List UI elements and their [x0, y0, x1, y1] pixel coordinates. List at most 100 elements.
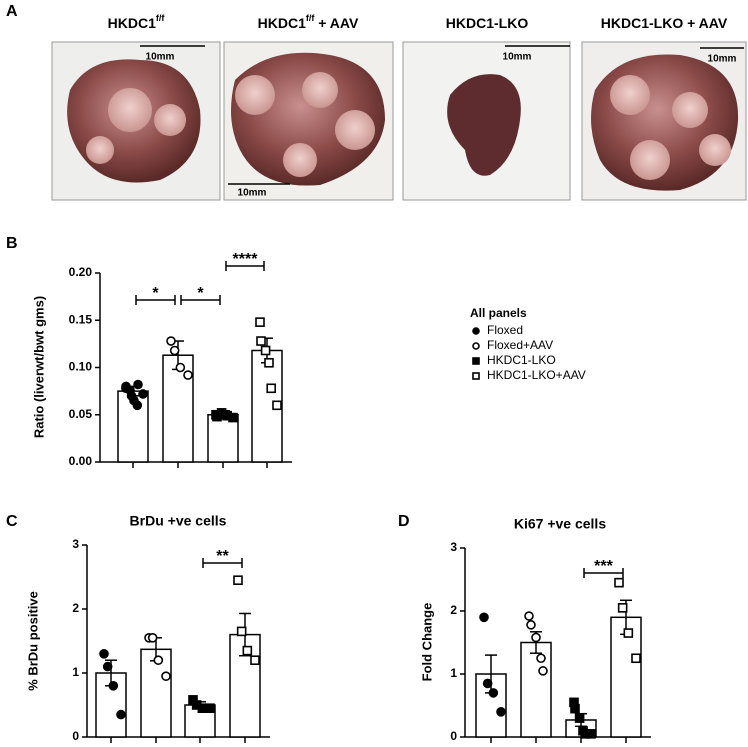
- y-tick-label: 0: [72, 729, 79, 743]
- legend-title: All panels: [470, 306, 527, 320]
- data-point: [169, 345, 180, 356]
- data-point: [260, 345, 271, 356]
- chart-title: Ki67 +ve cells: [514, 516, 606, 532]
- y-axis-label: % BrDu positive: [25, 591, 40, 691]
- data-point: [147, 632, 158, 643]
- title-part: f/f: [156, 13, 165, 23]
- y-tick-label: 0.05: [69, 407, 93, 421]
- data-point: [153, 655, 164, 666]
- data-point: [617, 603, 628, 613]
- data-point: [255, 317, 265, 327]
- title-part: HKDC1-LKO + AAV: [601, 15, 728, 31]
- data-point: [272, 400, 282, 411]
- data-point: [631, 653, 641, 664]
- data-point: [614, 577, 624, 588]
- y-tick-label: 0: [450, 729, 457, 743]
- y-tick-label: 0.10: [69, 360, 93, 374]
- data-point: [242, 645, 253, 656]
- y-tick-label: 2: [72, 601, 79, 615]
- y-tick-label: 1: [450, 666, 457, 680]
- data-point: [233, 575, 243, 586]
- significance-label: *: [197, 285, 204, 302]
- scale-label: 10mm: [503, 52, 532, 63]
- data-point: [133, 379, 143, 390]
- legend-marker: [472, 327, 480, 335]
- y-tick-label: 1: [72, 665, 79, 679]
- panel-label: C: [6, 513, 18, 530]
- data-point: [524, 611, 534, 621]
- bar: [207, 414, 239, 463]
- bar: [162, 354, 194, 463]
- data-point: [264, 357, 274, 368]
- scale-label: 10mm: [146, 52, 175, 63]
- title-part: f/f: [306, 13, 315, 23]
- chart: BrDu +ve cells % BrDu positive 0 1 2 3 **: [25, 513, 270, 743]
- legend-marker: [472, 342, 480, 350]
- y-tick-label: 3: [450, 540, 457, 554]
- data-point: [266, 383, 277, 394]
- title-part: HKDC1-LKO: [446, 15, 529, 31]
- data-point: [138, 389, 148, 399]
- panel-label: B: [6, 235, 18, 252]
- photo: [402, 41, 571, 201]
- photo: [581, 41, 747, 201]
- data-point: [166, 336, 176, 346]
- data-point: [99, 648, 109, 659]
- data-point: [108, 680, 119, 691]
- photo-title: HKDC1-LKO + AAV: [601, 15, 728, 31]
- data-point: [538, 666, 548, 676]
- data-point: [197, 703, 208, 714]
- y-tick-label: 0.15: [69, 312, 93, 326]
- panel-label: D: [398, 513, 410, 530]
- title-part: HKDC1: [108, 15, 156, 31]
- bar: [520, 641, 552, 738]
- chart: Ki67 +ve cells Fold Change 0 1 2 3 ***: [419, 516, 651, 743]
- data-point: [205, 703, 215, 714]
- photo: [223, 41, 394, 201]
- data-point: [479, 612, 489, 623]
- y-tick-label: 0.20: [69, 265, 93, 279]
- data-point: [256, 336, 266, 346]
- panel-label: A: [6, 3, 18, 20]
- scale-label: 10mm: [708, 54, 737, 65]
- data-point: [526, 620, 536, 630]
- data-point: [488, 688, 499, 698]
- y-axis-label: Ratio (liverwt/bwt gms): [31, 296, 46, 438]
- legend-label: HKDC1-LKO+AAV: [487, 368, 586, 382]
- data-point: [586, 729, 596, 739]
- scale-label: 10mm: [238, 188, 267, 199]
- data-point: [228, 412, 238, 423]
- data-point: [574, 713, 585, 723]
- chart: Ratio (liverwt/bwt gms) 0.00 0.05 0.10 0.15 0…: [31, 251, 292, 468]
- y-tick-label: 3: [72, 537, 79, 551]
- legend-marker: [472, 357, 480, 365]
- legend-label: HKDC1-LKO: [487, 353, 556, 367]
- significance-label: ****: [233, 251, 259, 268]
- data-point: [116, 709, 126, 720]
- data-point: [161, 671, 171, 682]
- legend-label: Floxed+AAV: [487, 338, 553, 352]
- photo: [51, 41, 221, 201]
- data-point: [570, 703, 580, 714]
- data-point: [175, 362, 186, 373]
- significance-label: *: [152, 285, 159, 302]
- legend-marker: [472, 372, 480, 380]
- photo-title: HKDC1-LKO: [446, 15, 529, 31]
- data-point: [102, 661, 113, 672]
- significance-label: **: [216, 548, 229, 565]
- data-point: [250, 655, 260, 666]
- data-point: [536, 653, 546, 664]
- title-part: HKDC1: [258, 15, 306, 31]
- significance-label: ***: [594, 558, 613, 575]
- photo-title: HKDC1f/f + AAV: [258, 13, 359, 30]
- data-point: [236, 626, 247, 637]
- title-part: + AAV: [314, 15, 359, 31]
- data-point: [183, 370, 193, 380]
- y-tick-label: 2: [450, 603, 457, 617]
- data-point: [132, 400, 143, 411]
- legend-label: Floxed: [487, 323, 523, 337]
- data-point: [482, 678, 493, 689]
- y-tick-label: 0.00: [69, 454, 93, 468]
- y-axis-label: Fold Change: [419, 603, 434, 682]
